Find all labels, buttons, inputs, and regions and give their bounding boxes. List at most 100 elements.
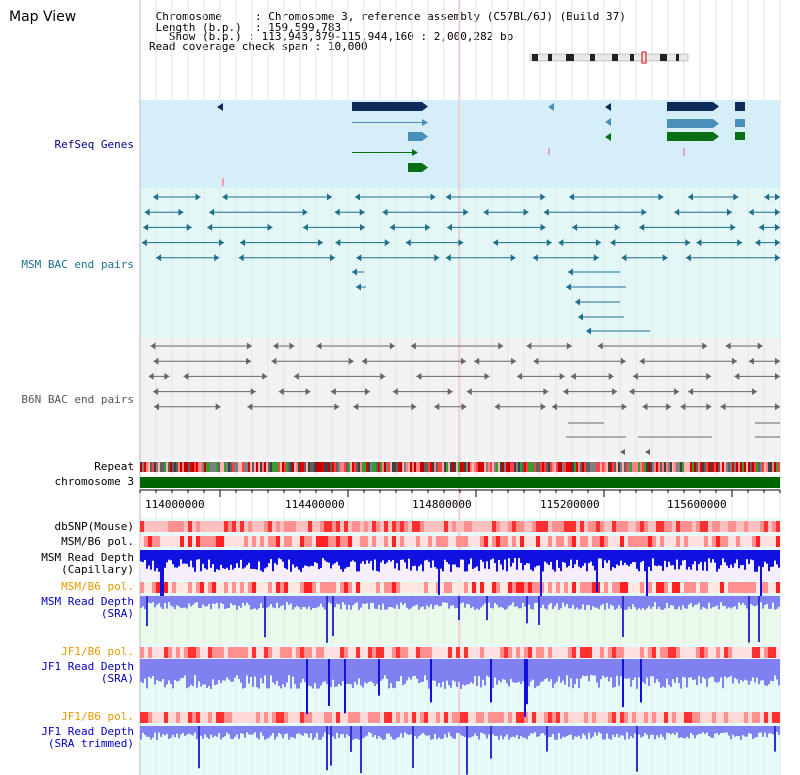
read-depth-bar — [532, 726, 534, 734]
repeat-segment — [272, 462, 274, 472]
read-depth-bar — [624, 596, 626, 610]
read-depth-bar — [416, 659, 418, 679]
polymorphism-cell — [464, 712, 468, 723]
read-depth-bar — [194, 659, 196, 676]
read-depth-bar — [180, 596, 182, 609]
polymorphism-cell — [408, 521, 412, 532]
polymorphism-cell — [612, 647, 616, 658]
read-depth-bar — [232, 659, 234, 682]
read-depth-bar — [414, 726, 416, 737]
polymorphism-cell — [432, 647, 436, 658]
read-depth-bar — [644, 550, 646, 572]
read-depth-bar — [374, 596, 376, 609]
polymorphism-cell — [400, 647, 404, 658]
read-depth-bar — [532, 550, 534, 572]
read-depth-bar — [326, 550, 328, 563]
polymorphism-cell — [748, 536, 752, 547]
b6n-bac-pair-end — [620, 449, 625, 455]
read-depth-bar — [534, 596, 536, 603]
polymorphism-cell — [652, 647, 656, 658]
polymorphism-cell — [744, 521, 748, 532]
read-depth-bar — [504, 659, 506, 680]
read-depth-bar — [652, 596, 654, 607]
polymorphism-cell — [776, 582, 780, 593]
msm-bac-pair-end — [546, 239, 552, 247]
polymorphism-cell — [336, 582, 340, 593]
b6n-bac-pair-end — [411, 403, 417, 411]
read-depth-bar — [384, 550, 386, 565]
polymorphism-cell — [288, 712, 292, 723]
msm-bac-pair-end — [425, 223, 431, 231]
repeat-segment — [500, 462, 502, 472]
read-depth-bar — [314, 659, 316, 684]
polymorphism-cell — [264, 536, 268, 547]
polymorphism-cell — [568, 712, 572, 723]
read-depth-bar — [518, 596, 520, 609]
read-depth-bar — [390, 596, 392, 607]
read-depth-bar — [726, 659, 728, 679]
read-depth-bar — [474, 550, 476, 568]
read-depth-bar — [276, 550, 278, 565]
repeat-segment — [508, 462, 510, 472]
read-depth-bar — [694, 726, 696, 739]
read-depth-bar — [150, 726, 152, 740]
read-depth-bar — [154, 726, 156, 733]
msm-bac-pair-end — [405, 239, 411, 247]
track-label-msm-bac[interactable]: MSM BAC end pairs — [21, 258, 134, 271]
track-label-refseq[interactable]: RefSeq Genes — [54, 138, 134, 151]
read-depth-bar — [316, 659, 318, 689]
read-depth-bar — [546, 596, 548, 610]
msm-bac-pair-end — [775, 208, 780, 216]
repeat-segment — [622, 462, 624, 472]
polymorphism-cell — [540, 536, 544, 547]
read-depth-bar — [540, 659, 542, 683]
polymorphism-cell — [544, 647, 548, 658]
polymorphism-cell — [364, 521, 368, 532]
polymorphism-cell — [384, 521, 388, 532]
read-depth-bar — [170, 550, 172, 561]
track-label-b6n-bac[interactable]: B6N BAC end pairs — [21, 393, 134, 406]
read-depth-bar — [146, 726, 148, 737]
read-depth-bar — [586, 596, 588, 606]
repeat-segment — [688, 462, 690, 472]
polymorphism-cell — [236, 647, 240, 658]
repeat-segment — [640, 462, 642, 472]
read-depth-bar — [280, 550, 282, 560]
read-depth-bar — [674, 726, 676, 735]
read-depth-bar — [244, 596, 246, 606]
polymorphism-cell — [328, 712, 332, 723]
repeat-segment — [652, 462, 654, 472]
repeat-segment — [198, 462, 200, 472]
read-depth-bar — [464, 596, 466, 608]
read-depth-bar — [444, 659, 446, 689]
read-depth-bar — [272, 550, 274, 572]
b6n-bac-pair-end — [551, 403, 557, 411]
polymorphism-cell — [368, 582, 372, 593]
repeat-segment — [194, 462, 196, 472]
read-depth-bar — [734, 726, 736, 737]
read-depth-bar — [596, 659, 598, 683]
polymorphism-cell — [460, 582, 464, 593]
polymorphism-cell — [676, 536, 680, 547]
repeat-segment — [690, 462, 692, 472]
read-depth-bar — [424, 596, 426, 610]
read-depth-bar — [192, 659, 194, 686]
read-depth-bar — [634, 596, 636, 608]
polymorphism-cell — [556, 712, 560, 723]
read-depth-bar — [458, 596, 460, 621]
gene-body — [667, 102, 713, 111]
gene-body — [735, 119, 745, 127]
read-depth-bar — [312, 550, 314, 566]
repeat-segment — [764, 462, 766, 472]
axis-tick-label: 114400000 — [285, 498, 345, 511]
polymorphism-cell — [716, 582, 720, 593]
read-depth-bar — [152, 550, 154, 561]
read-depth-bar — [322, 659, 324, 683]
read-depth-bar — [248, 659, 250, 684]
read-depth-bar — [688, 550, 690, 567]
polymorphism-cell — [320, 521, 324, 532]
polymorphism-cell — [228, 582, 232, 593]
repeat-segment — [618, 462, 620, 472]
polymorphism-cell — [708, 712, 712, 723]
